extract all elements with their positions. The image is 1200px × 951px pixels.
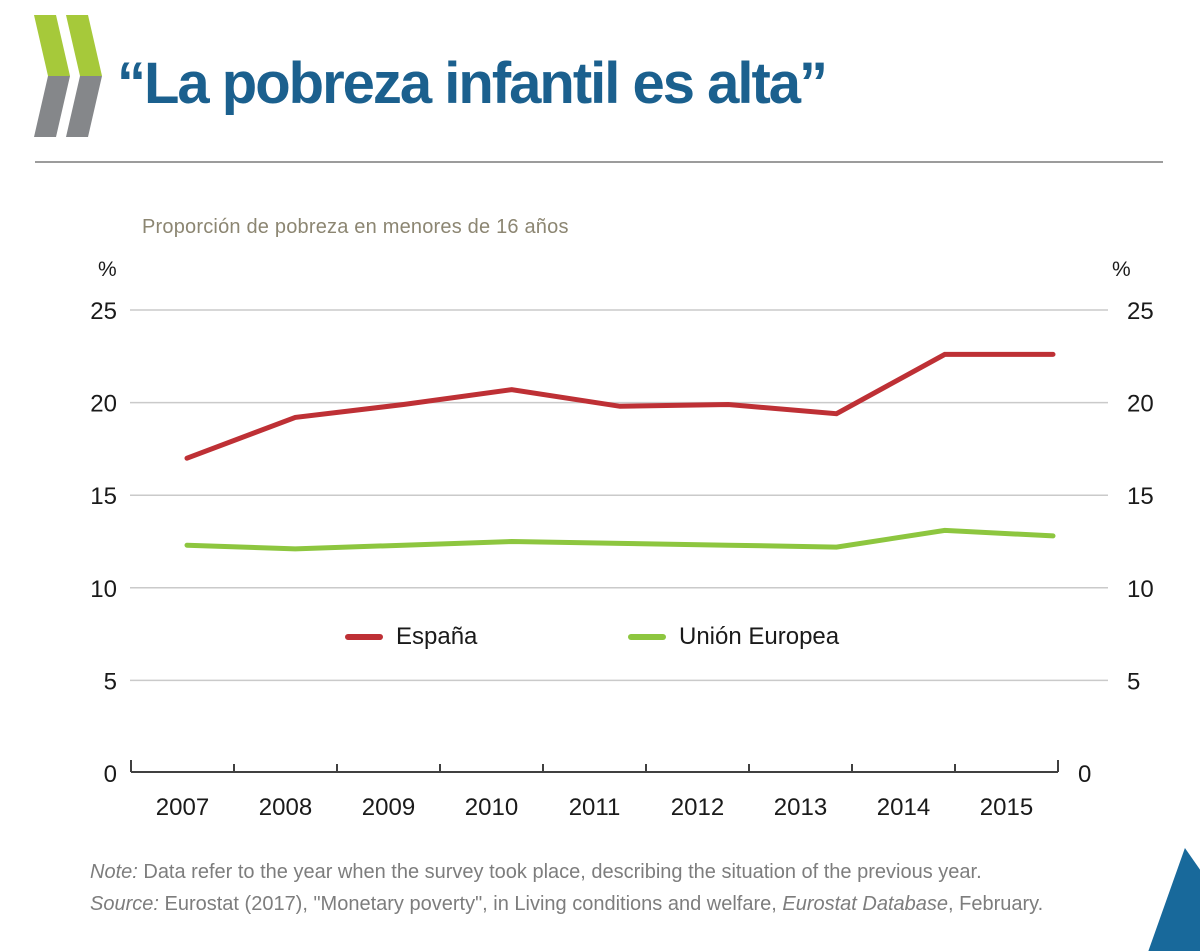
- y-tick-label-right: 25: [1127, 298, 1154, 325]
- y-tick-label-left: 25: [90, 298, 117, 325]
- source-text: Eurostat (2017), "Monetary poverty", in …: [158, 893, 783, 915]
- oecd-chevrons-logo: [34, 15, 108, 137]
- source-text-end: , February.: [948, 893, 1044, 915]
- legend-label: Unión Europea: [679, 623, 840, 650]
- y-tick-label-right: 0: [1078, 761, 1091, 788]
- y-tick-label-left: 10: [90, 576, 117, 603]
- legend-label: España: [396, 623, 478, 650]
- legend-swatch: [345, 634, 383, 640]
- footer-notes: Note: Data refer to the year when the su…: [90, 856, 1150, 920]
- y-tick-label-left: 5: [104, 668, 117, 695]
- x-tick-label: 2015: [980, 794, 1033, 821]
- note-line: Note: Data refer to the year when the su…: [90, 856, 1150, 888]
- x-tick-label: 2013: [774, 794, 827, 821]
- y-tick-label-left: 20: [90, 391, 117, 418]
- series-line-unión-europea: [184, 527, 1056, 552]
- chart-subtitle: Proporción de pobreza en menores de 16 a…: [142, 216, 569, 238]
- source-label: Source:: [90, 893, 159, 915]
- chevron-icon: [34, 15, 102, 137]
- y-tick-label-left: 0: [104, 761, 117, 788]
- header-divider: [35, 161, 1163, 163]
- legend-item-espana: España: [345, 622, 477, 652]
- y-axis-unit-right: %: [1112, 258, 1131, 281]
- y-tick-label-left: 15: [90, 483, 117, 510]
- x-tick-label: 2011: [569, 794, 621, 821]
- y-tick-label-right: 5: [1127, 668, 1140, 695]
- y-tick-label-right: 15: [1127, 483, 1154, 510]
- y-axis-unit-left: %: [98, 258, 117, 281]
- legend-swatch: [628, 634, 666, 640]
- legend-item-union-europea: Unión Europea: [628, 622, 839, 652]
- page-title: “La pobreza infantil es alta”: [117, 51, 828, 116]
- series-line-españa: [184, 351, 1056, 461]
- x-tick-label: 2010: [465, 794, 518, 821]
- note-label: Note:: [90, 861, 138, 883]
- x-tick-label: 2009: [362, 794, 415, 821]
- x-tick-label: 2012: [671, 794, 724, 821]
- y-tick-label-right: 10: [1127, 576, 1154, 603]
- source-italic-text: Eurostat Database: [782, 893, 949, 915]
- x-tick-label: 2014: [877, 794, 930, 821]
- y-tick-label-right: 20: [1127, 391, 1154, 418]
- x-tick-label: 2008: [259, 794, 312, 821]
- note-text: Data refer to the year when the survey t…: [137, 861, 982, 883]
- source-line: Source: Eurostat (2017), "Monetary pover…: [90, 888, 1150, 920]
- x-tick-label: 2007: [156, 794, 209, 821]
